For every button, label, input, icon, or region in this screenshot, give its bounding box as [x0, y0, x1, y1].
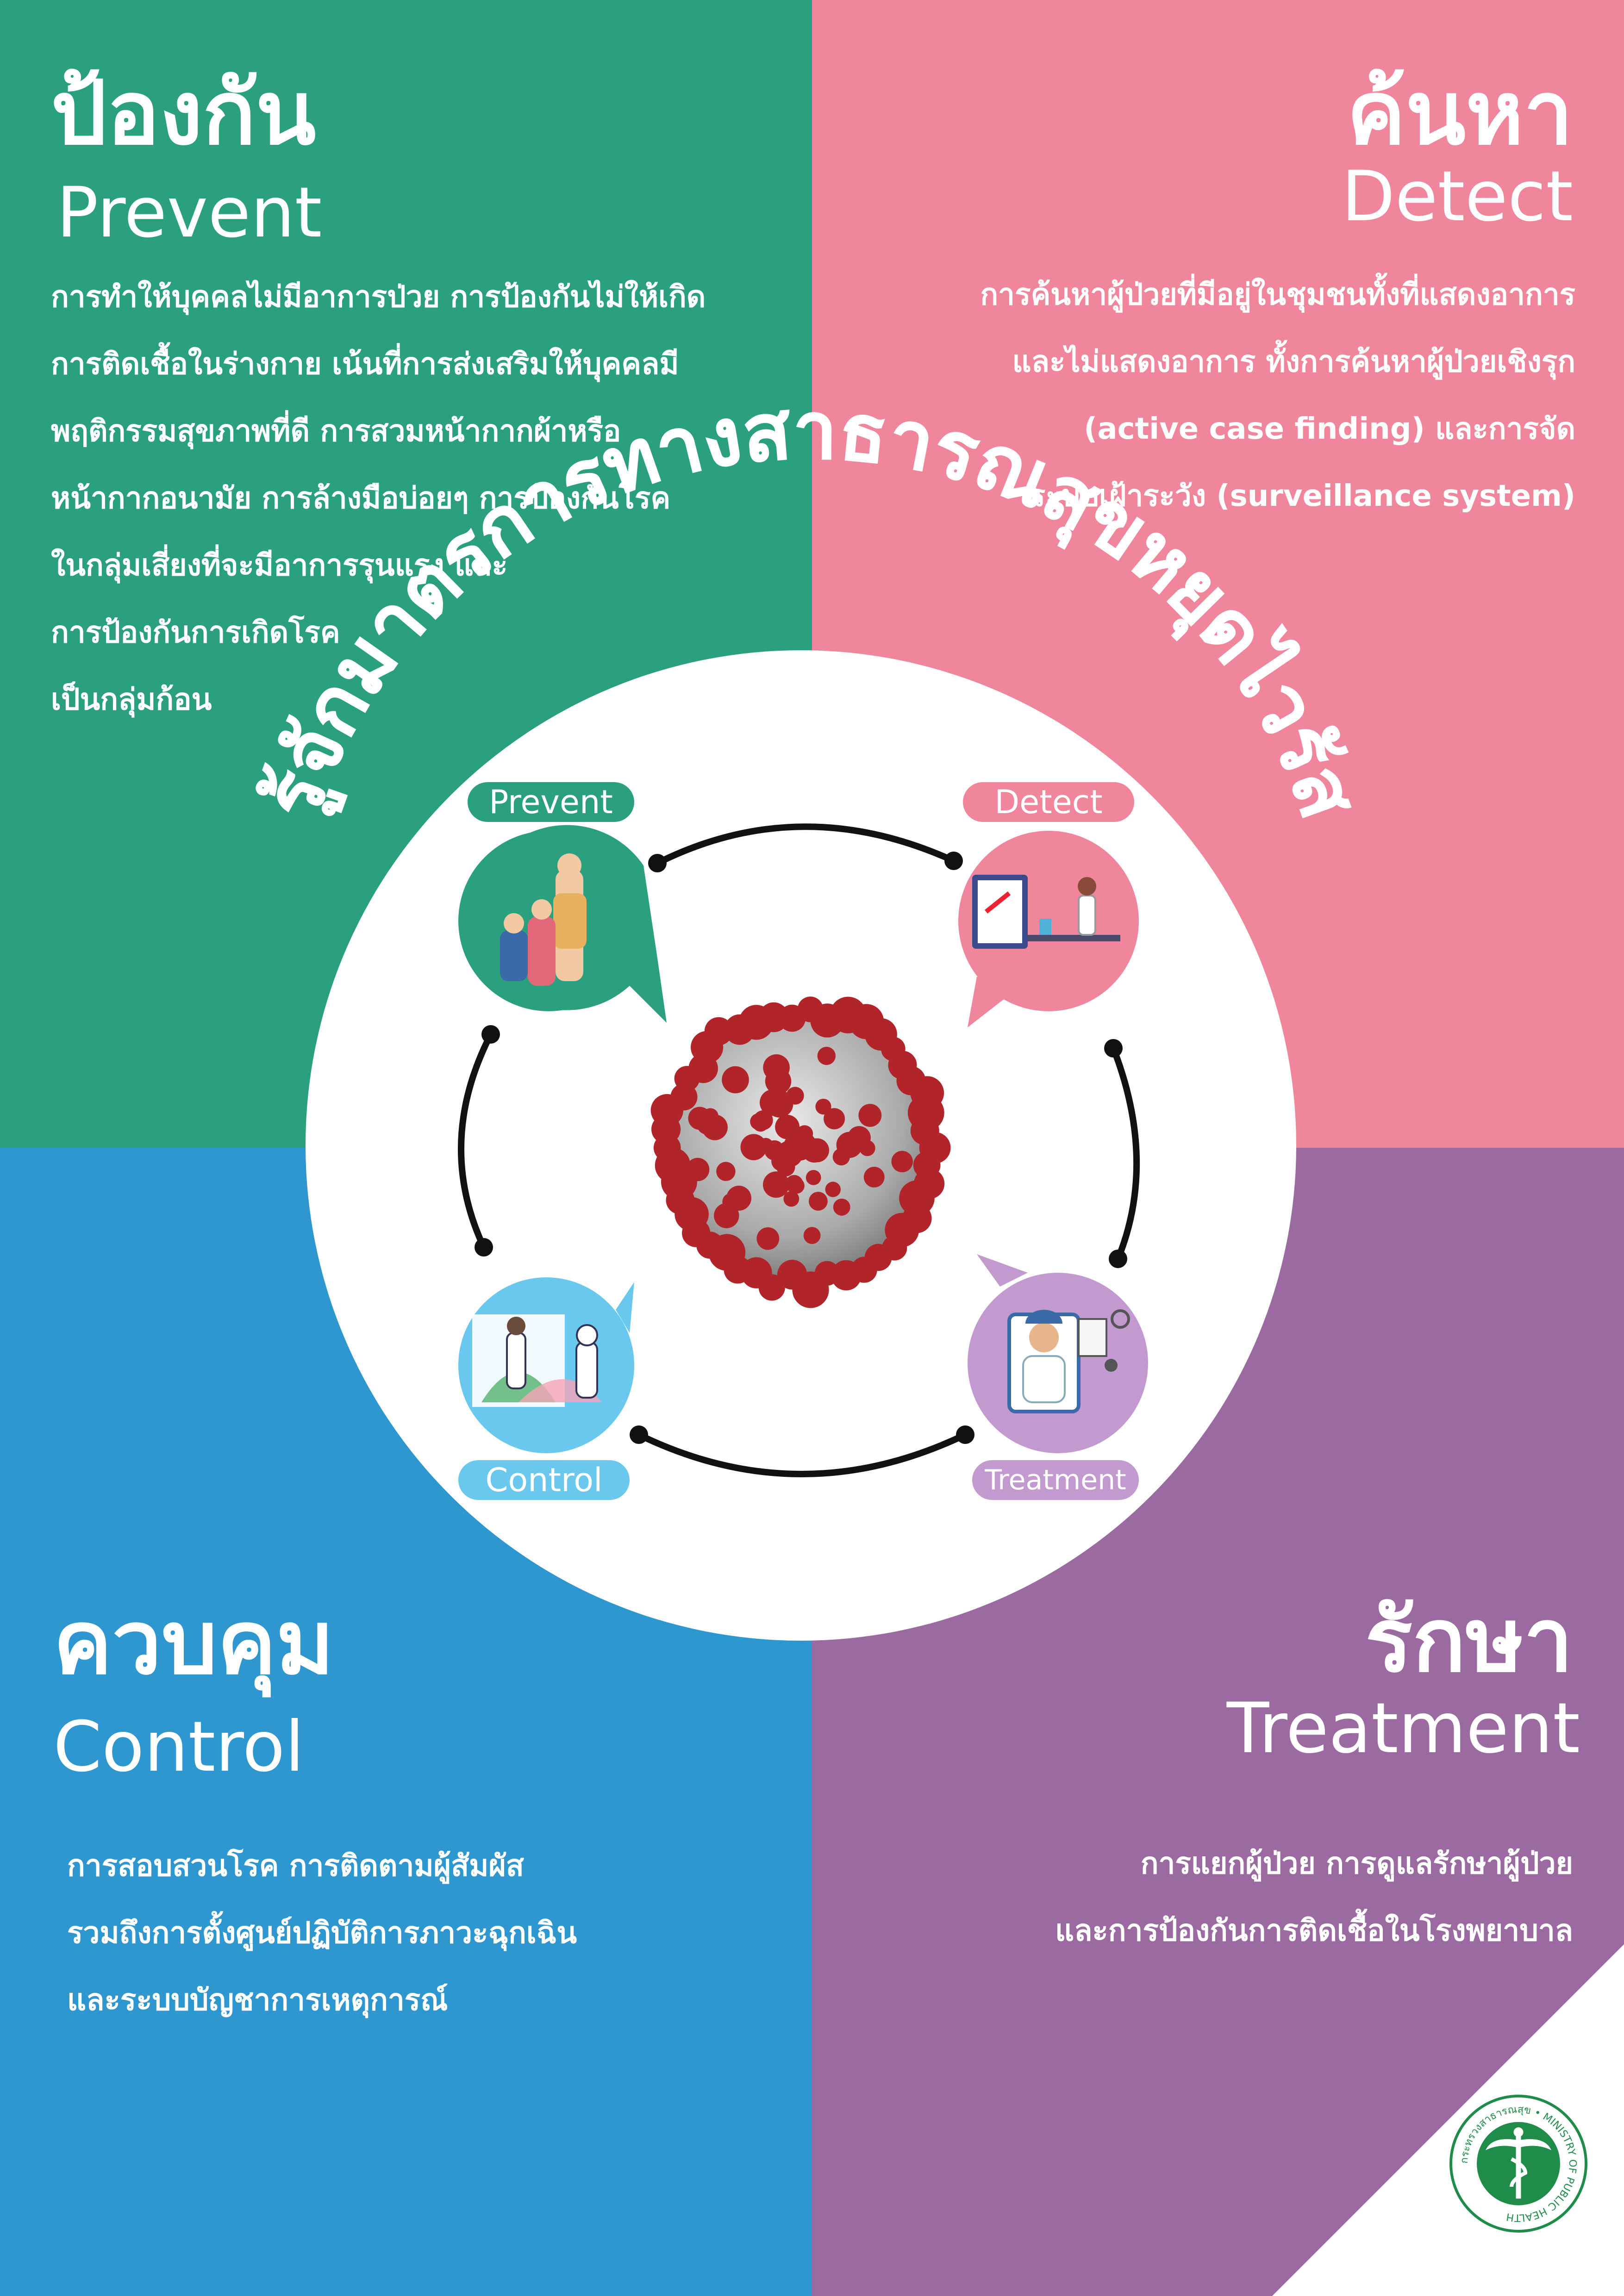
- arc-detect-treatment: [1110, 1045, 1140, 1262]
- control-line: รวมถึงการตั้งศูนย์ปฏิบัติการภาวะฉุกเฉิน: [67, 1916, 577, 1950]
- detect-line: ระบบเฝ้าระวัง (surveillance system): [1029, 479, 1575, 513]
- prevent-line: พฤติกรรมสุขภาพที่ดี การสวมหน้ากากผ้าหรือ: [51, 414, 621, 448]
- prevent-line: ในกลุ่มเสี่ยงที่จะมีอาการรุนแรง และ: [51, 548, 508, 583]
- virus-spike: [832, 1148, 850, 1166]
- virus-spike: [763, 1171, 789, 1198]
- doctor-icon: [1007, 1309, 1130, 1413]
- detect-description: การค้นหาผู้ป่วยที่มีอยู่ในชุมชนทั้งที่แส…: [980, 261, 1575, 530]
- virus-spike: [891, 1151, 913, 1172]
- treatment-title-en: Treatment: [1226, 1688, 1580, 1769]
- virus-spike: [714, 1203, 739, 1228]
- prevent-tag: Prevent: [468, 782, 634, 822]
- arc-control-prevent: [458, 1031, 494, 1251]
- treatment-line: และการป้องกันการติดเชื้อในโรงพยาบาล: [1055, 1914, 1573, 1948]
- virus-spike: [847, 1126, 871, 1150]
- virus-spike: [858, 1104, 882, 1127]
- virus-spike: [758, 1138, 774, 1153]
- prevent-title-en: Prevent: [56, 173, 322, 253]
- virus-spike: [722, 1066, 749, 1094]
- arc-treatment-control: [636, 1431, 968, 1477]
- family-icon: [500, 853, 587, 986]
- virus-spike: [702, 1108, 718, 1125]
- control-title-th: ควบคุม: [53, 1592, 334, 1694]
- detect-line: การค้นหาผู้ป่วยที่มีอยู่ในชุมชนทั้งที่แส…: [980, 278, 1575, 312]
- detect-bubble: [958, 831, 1139, 1027]
- control-line: การสอบสวนโรค การติดตามผู้สัมผัส: [67, 1849, 524, 1883]
- control-tag: Control: [458, 1460, 630, 1500]
- virus-spike: [756, 1227, 780, 1250]
- virus-spike: [753, 1110, 773, 1130]
- virus-spike: [809, 1192, 828, 1211]
- virus-spike: [825, 1182, 841, 1197]
- virus-spike: [833, 1198, 850, 1216]
- virus-spike: [910, 1116, 939, 1145]
- prevent-title-th: ป้องกัน: [51, 62, 316, 164]
- virus-spike: [806, 1170, 821, 1185]
- virus-spike: [783, 1191, 800, 1207]
- virus-spike: [815, 1099, 831, 1115]
- control-line: และระบบบัญชาการเหตุการณ์: [67, 1983, 448, 2017]
- virus-icon: [650, 996, 951, 1308]
- virus-spike: [775, 1114, 800, 1139]
- treatment-bubble: [968, 1254, 1148, 1453]
- laboratory-icon: [972, 875, 1120, 949]
- virus-spike: [803, 1227, 821, 1244]
- detect-title-th: ค้นหา: [1347, 62, 1573, 164]
- detect-line: และไม่แสดงอาการ ทั้งการค้นหาผู้ป่วยเชิงร…: [1012, 345, 1576, 379]
- prevent-line: เป็นกลุ่มก้อน: [51, 683, 212, 717]
- virus-spike: [831, 1260, 862, 1291]
- virus-spike: [777, 1260, 807, 1290]
- virus-spike: [716, 1162, 736, 1181]
- control-title-en: Control: [53, 1707, 305, 1787]
- caduceus-icon: [1485, 2127, 1552, 2199]
- detect-tag: Detect: [963, 782, 1134, 822]
- prevent-description: การทำให้บุคคลไม่มีอาการป่วย การป้องกันไม…: [51, 264, 706, 734]
- treatment-line: การแยกผู้ป่วย การดูแลรักษาผู้ป่วย: [1140, 1847, 1573, 1881]
- virus-spike: [824, 1108, 845, 1130]
- treatment-description: การแยกผู้ป่วย การดูแลรักษาผู้ป่วย และการ…: [1055, 1830, 1573, 1965]
- prevent-line: การติดเชื้อในร่างกาย เน้นที่การส่งเสริมใ…: [51, 347, 679, 381]
- detect-line: (active case finding) และการจัด: [1084, 412, 1575, 446]
- prevent-line: การป้องกันการเกิดโรค: [51, 616, 340, 650]
- prevent-bubble: [458, 825, 667, 1023]
- virus-spike: [863, 1167, 885, 1188]
- prevent-line: การทำให้บุคคลไม่มีอาการป่วย การป้องกันไม…: [51, 280, 706, 314]
- treatment-tag: Treatment: [972, 1460, 1139, 1500]
- detect-title-en: Detect: [1341, 156, 1573, 237]
- investigation-icon: [472, 1314, 602, 1407]
- virus-spike: [686, 1157, 710, 1182]
- virus-spike: [785, 1175, 803, 1193]
- virus-spike: [786, 1087, 804, 1105]
- prevent-line: หน้ากากอนามัย การล้างมือบ่อยๆ การป้องกัน…: [51, 481, 671, 516]
- ministry-emblem: กระทรวงสาธารณสุข • MINISTRY OF PUBLIC HE…: [1449, 2094, 1588, 2233]
- virus-spike: [771, 1151, 792, 1171]
- arc-prevent-detect: [654, 823, 957, 866]
- virus-spike: [763, 1054, 790, 1081]
- virus-spike: [817, 1046, 836, 1065]
- virus-spike: [792, 1134, 814, 1157]
- treatment-title-th: รักษา: [1365, 1589, 1573, 1692]
- control-bubble: [458, 1277, 634, 1453]
- control-description: การสอบสวนโรค การติดตามผู้สัมผัส รวมถึงกา…: [67, 1833, 577, 2034]
